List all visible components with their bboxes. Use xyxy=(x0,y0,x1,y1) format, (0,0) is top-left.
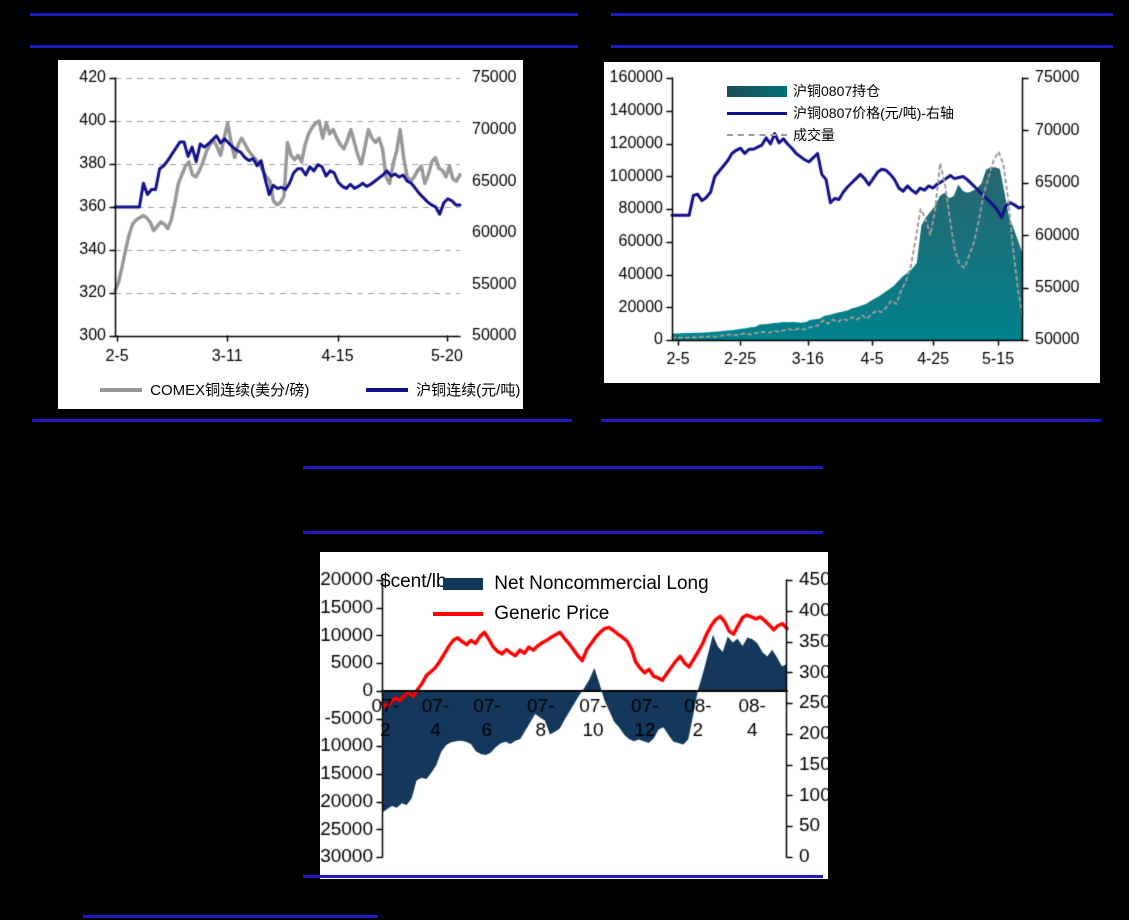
separator-line xyxy=(83,915,378,918)
shfe-series-label: 沪铜连续(元/吨) xyxy=(416,382,521,399)
comex-series-swatch xyxy=(100,387,142,392)
generic-price-label: Generic Price xyxy=(494,603,610,624)
shfe-series-swatch xyxy=(366,387,408,392)
separator-line xyxy=(303,466,823,469)
price-series-swatch xyxy=(727,111,787,115)
open-interest-label: 沪铜0807持仓 xyxy=(793,83,881,99)
shfe-0807-chart-canvas xyxy=(604,62,1100,383)
shfe-0807-chart xyxy=(604,62,1100,383)
net-long-label: Net Noncommercial Long xyxy=(494,573,709,594)
comex-series-label: COMEX铜连续(美分/磅) xyxy=(150,382,310,399)
separator-line xyxy=(30,45,578,48)
net-noncommercial-chart-canvas xyxy=(320,552,828,879)
separator-line xyxy=(30,13,578,16)
generic-price-legend-item: Generic Price xyxy=(433,603,609,625)
comex-shfe-copper-chart xyxy=(58,60,523,409)
separator-line xyxy=(611,45,1113,48)
open-interest-swatch xyxy=(727,85,787,97)
separator-line xyxy=(611,13,1113,16)
comex-shfe-legend: COMEX铜连续(美分/磅) 沪铜连续(元/吨) xyxy=(58,379,523,399)
volume-series-label: 成交量 xyxy=(793,127,835,143)
net-long-swatch xyxy=(443,578,483,590)
separator-line xyxy=(32,419,572,422)
separator-line xyxy=(303,531,823,534)
generic-price-swatch xyxy=(433,612,483,616)
comex-shfe-copper-chart-canvas xyxy=(58,60,523,409)
price-series-label: 沪铜0807价格(元/吨)-右轴 xyxy=(793,105,955,121)
separator-line xyxy=(303,875,823,878)
axis-unit-label: $cent/lb xyxy=(380,571,447,592)
shfe-0807-legend: 沪铜0807持仓 沪铜0807价格(元/吨)-右轴 成交量 xyxy=(727,80,954,146)
net-noncommercial-chart xyxy=(320,552,828,879)
net-long-legend-item: Net Noncommercial Long xyxy=(443,573,709,595)
separator-line xyxy=(601,419,1101,422)
volume-series-swatch xyxy=(727,134,787,136)
